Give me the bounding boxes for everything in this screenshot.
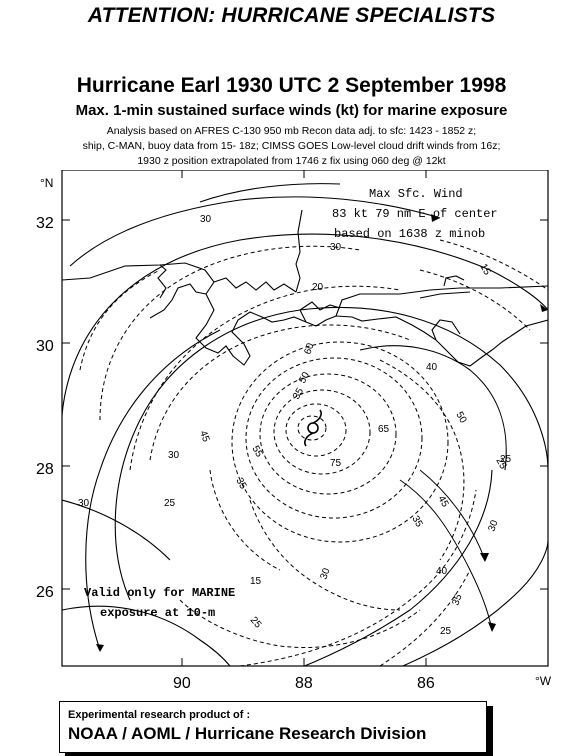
max-wind-annotation: Max Sfc. Wind 83 kt 79 nm E of center ba… xyxy=(332,187,498,241)
lat-tick-label: 28 xyxy=(36,461,54,478)
contour-label: 25 xyxy=(440,626,452,637)
contour-label: 35 xyxy=(450,592,464,607)
analysis-note-1: Analysis based on AFRES C-130 950 mb Rec… xyxy=(106,125,477,137)
lon-axis-label: °W xyxy=(535,674,552,688)
lat-axis-label: °N xyxy=(40,176,53,190)
contour-label: 45 xyxy=(197,429,211,444)
contour-label: 30 xyxy=(78,498,90,509)
lat-tick-label: 32 xyxy=(36,215,54,232)
dashed-isotachs xyxy=(79,239,548,666)
validity-line: Valid only for MARINE xyxy=(84,586,235,600)
lon-tick-label: 86 xyxy=(417,675,435,692)
contour-label: 30 xyxy=(318,566,332,581)
arrow-heads xyxy=(96,214,548,652)
annotation-line: Max Sfc. Wind xyxy=(369,187,463,201)
lat-ticks xyxy=(62,170,548,666)
contour-label: 40 xyxy=(426,362,438,373)
annotation-line: based on 1638 z minob xyxy=(334,227,485,241)
contour-label: 25 xyxy=(164,498,176,509)
credit-line-2: NOAA / AOML / Hurricane Research Divisio… xyxy=(68,724,427,743)
page-title: Hurricane Earl 1930 UTC 2 September 1998 xyxy=(76,74,507,97)
contour-label: 15 xyxy=(250,576,262,587)
contour-label: 50 xyxy=(297,370,312,386)
contour-label: 35 xyxy=(233,476,248,492)
validity-line: exposure at 10-m xyxy=(100,606,215,620)
attention-banner: ATTENTION: HURRICANE SPECIALISTS xyxy=(87,4,496,27)
contour-label: 25 xyxy=(500,454,512,465)
contour-label: 35 xyxy=(291,386,306,402)
coastline xyxy=(62,209,548,367)
wind-analysis-map: °N 32 30 28 26 90 88 86 °W xyxy=(36,170,552,692)
contour-label: 30 xyxy=(486,518,500,533)
credit-line-1: Experimental research product of : xyxy=(68,709,251,721)
credit-box: Experimental research product of : NOAA … xyxy=(59,701,487,753)
analysis-note-3: 1930 z position extrapolated from 1746 z… xyxy=(137,155,446,167)
contour-label: 60 xyxy=(302,341,316,356)
lon-tick-label: 90 xyxy=(173,675,191,692)
contour-label: 15 xyxy=(477,262,492,278)
trajectory-arrows xyxy=(399,469,493,631)
contour-label: 30 xyxy=(168,450,180,461)
page-subtitle: Max. 1-min sustained surface winds (kt) … xyxy=(75,102,508,119)
contour-label: 55 xyxy=(249,444,264,460)
contour-label: 65 xyxy=(378,424,390,435)
contour-label: 45 xyxy=(435,494,450,510)
lon-tick-label: 88 xyxy=(295,675,313,692)
lat-tick-label: 30 xyxy=(36,338,54,355)
map-frame xyxy=(61,170,549,667)
solid-isotachs xyxy=(62,183,548,666)
contour-label: 20 xyxy=(312,282,324,293)
lat-tick-label: 26 xyxy=(36,584,54,601)
contour-label: 75 xyxy=(330,458,342,469)
contour-label: 30 xyxy=(330,242,342,253)
contour-label: 40 xyxy=(436,566,448,577)
validity-note: Valid only for MARINE exposure at 10-m xyxy=(84,586,235,620)
contour-label: 25 xyxy=(493,456,508,472)
hurricane-center-icon xyxy=(304,409,322,447)
contour-labels: 30 15 20 60 40 50 30 25 35 50 45 65 75 4… xyxy=(78,214,512,637)
analysis-note-2: ship, C-MAN, buoy data from 15- 18z; CIM… xyxy=(82,140,501,152)
contour-label: 30 xyxy=(200,214,212,225)
contour-label: 50 xyxy=(453,410,468,426)
contour-label: 35 xyxy=(409,514,424,530)
annotation-line: 83 kt 79 nm E of center xyxy=(332,207,498,221)
